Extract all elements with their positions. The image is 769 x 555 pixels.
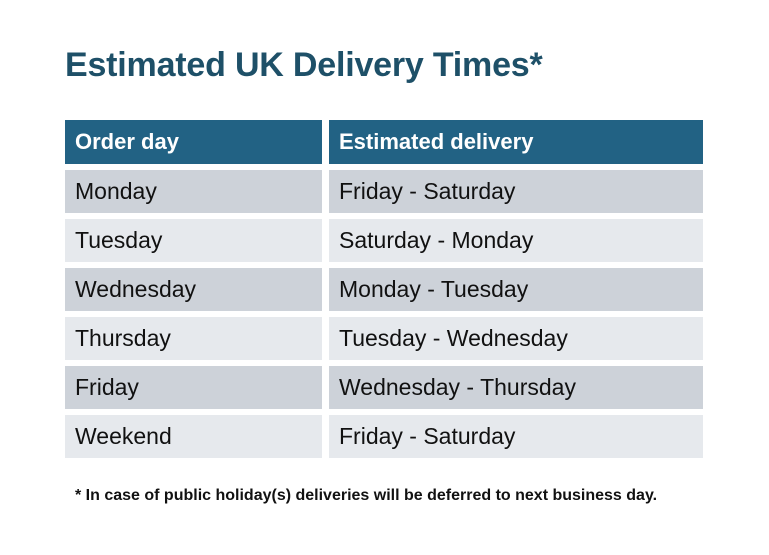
estimated-delivery-cell: Friday - Saturday	[329, 415, 703, 458]
table-row: Thursday Tuesday - Wednesday	[65, 317, 703, 360]
order-day-cell: Friday	[65, 366, 322, 409]
column-header-estimated-delivery: Estimated delivery	[329, 120, 703, 164]
table-row: Monday Friday - Saturday	[65, 170, 703, 213]
column-header-order-day: Order day	[65, 120, 322, 164]
order-day-cell: Tuesday	[65, 219, 322, 262]
table-row: Wednesday Monday - Tuesday	[65, 268, 703, 311]
estimated-delivery-cell: Saturday - Monday	[329, 219, 703, 262]
table-header-row: Order day Estimated delivery	[65, 120, 703, 164]
estimated-delivery-cell: Friday - Saturday	[329, 170, 703, 213]
order-day-cell: Weekend	[65, 415, 322, 458]
order-day-cell: Thursday	[65, 317, 322, 360]
table-row: Friday Wednesday - Thursday	[65, 366, 703, 409]
footnote: * In case of public holiday(s) deliverie…	[75, 487, 658, 504]
table-row: Weekend Friday - Saturday	[65, 415, 703, 458]
delivery-times-table: Order day Estimated delivery Monday Frid…	[65, 120, 703, 458]
order-day-cell: Wednesday	[65, 268, 322, 311]
estimated-delivery-cell: Monday - Tuesday	[329, 268, 703, 311]
estimated-delivery-cell: Tuesday - Wednesday	[329, 317, 703, 360]
page-title: Estimated UK Delivery Times*	[65, 46, 543, 84]
estimated-delivery-cell: Wednesday - Thursday	[329, 366, 703, 409]
table-row: Tuesday Saturday - Monday	[65, 219, 703, 262]
order-day-cell: Monday	[65, 170, 322, 213]
